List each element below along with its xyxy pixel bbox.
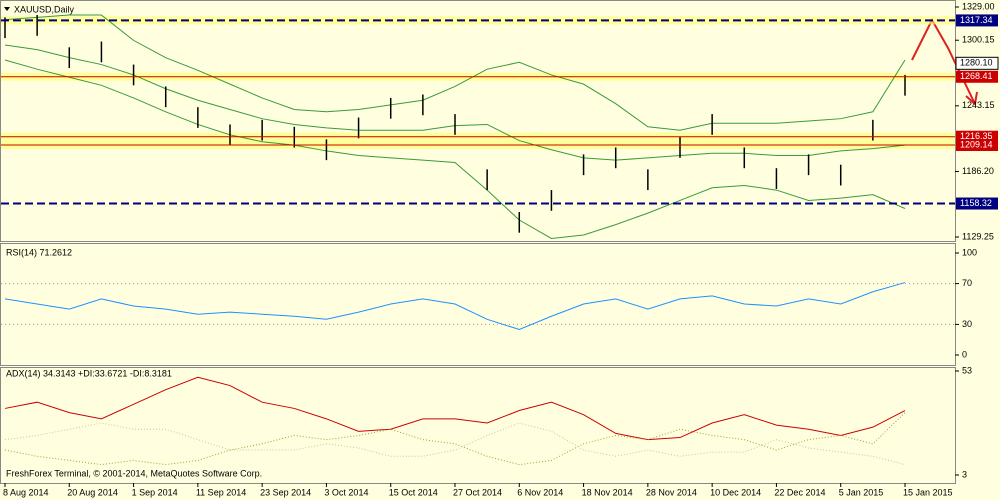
x-tick-label: 10 Dec 2014 (710, 487, 761, 497)
bollinger-band (4, 59, 906, 239)
level-label: 1268.41 (960, 71, 993, 81)
adx-panel (0, 367, 956, 484)
level-label-box (956, 70, 998, 83)
menu-arrow[interactable] (4, 7, 10, 11)
chart-title: XAUUSD,Daily (14, 4, 75, 14)
y-tick-label: 1186.20 (962, 166, 994, 176)
x-tick-label: 15 Oct 2014 (389, 487, 438, 497)
x-tick-label: 6 Nov 2014 (517, 487, 563, 497)
x-tick-label: 3 Oct 2014 (324, 487, 368, 497)
bollinger-band (4, 14, 906, 131)
x-tick-label: 23 Sep 2014 (260, 487, 311, 497)
x-tick-label: 5 Jan 2015 (839, 487, 884, 497)
rsi-panel (0, 243, 956, 366)
y-tick-label: 70 (962, 278, 972, 288)
y-tick-label: 30 (962, 319, 972, 329)
y-tick-label: 100 (962, 247, 977, 257)
indicator-line (4, 376, 906, 441)
y-tick-label: 1129.25 (962, 231, 994, 241)
level-label: 1158.32 (960, 198, 992, 208)
y-tick-label: 3 (962, 469, 967, 479)
last-price-label: 1280.10 (960, 58, 993, 68)
x-tick-label: 28 Nov 2014 (646, 487, 697, 497)
x-tick-label: 20 Aug 2014 (67, 487, 118, 497)
adx-title: ADX(14) 34.3143 +DI:33.6721 -DI:8.3181 (6, 368, 172, 378)
y-tick-label: 1300.15 (962, 35, 995, 45)
x-tick-label: 22 Dec 2014 (774, 487, 825, 497)
y-tick-label: 1243.15 (962, 100, 995, 110)
copyright: FreshForex Terminal, © 2001-2014, MetaQu… (6, 468, 262, 478)
y-tick-label: 0 (962, 349, 967, 359)
level-label-box (956, 139, 998, 152)
x-tick-label: 8 Aug 2014 (3, 487, 49, 497)
last-price-box (955, 56, 999, 70)
level-highlight (1, 16, 955, 25)
level-label: 1317.34 (960, 15, 993, 25)
price-panel (0, 0, 956, 242)
rsi-title: RSI(14) 71.2612 (6, 247, 72, 257)
level-label: 1209.14 (960, 139, 993, 149)
y-tick-label: 53 (962, 365, 972, 375)
x-tick-label: 1 Sep 2014 (132, 487, 178, 497)
x-tick-label: 11 Sep 2014 (196, 487, 246, 497)
x-tick-label: 15 Jan 2015 (903, 487, 953, 497)
level-label: 1216.35 (960, 131, 993, 141)
y-tick-label: 1329.00 (962, 1, 995, 11)
x-tick-label: 27 Oct 2014 (453, 487, 502, 497)
indicator-line (4, 282, 906, 331)
level-label-box (956, 197, 998, 210)
x-tick-label: 18 Nov 2014 (582, 487, 633, 497)
level-label-box (956, 14, 998, 27)
